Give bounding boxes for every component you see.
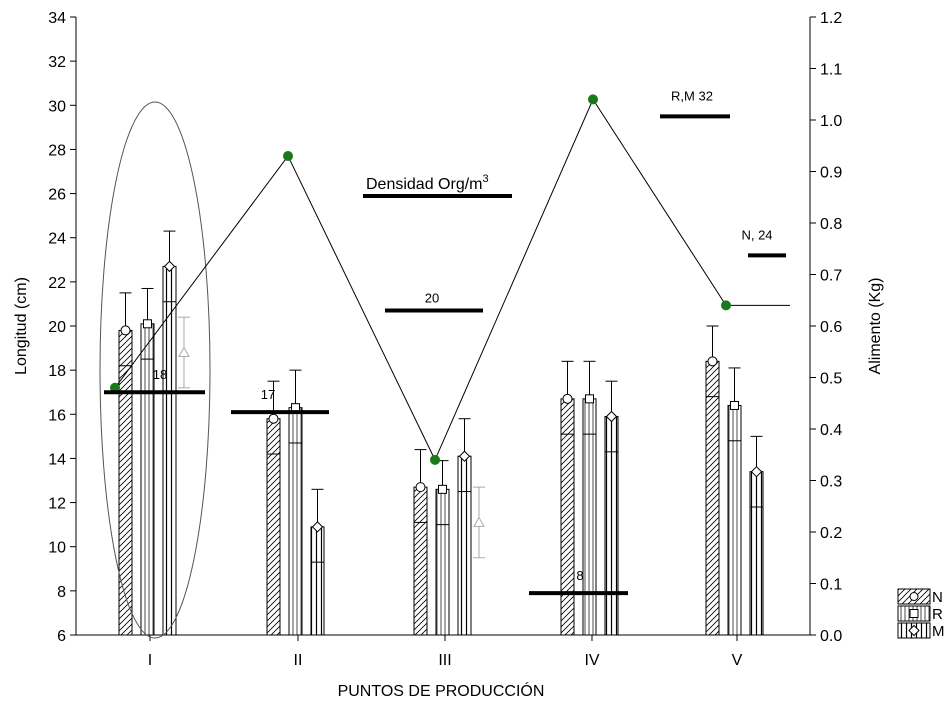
bar-N bbox=[118, 329, 133, 636]
y-tick-label: 32 bbox=[48, 54, 66, 71]
y-tick-label: 18 bbox=[48, 363, 66, 380]
bar-M bbox=[310, 526, 325, 636]
y2-tick-label: 1.1 bbox=[820, 62, 842, 79]
y-tick-label: 20 bbox=[48, 319, 66, 336]
bar-M bbox=[457, 455, 472, 636]
y-tick-label: 30 bbox=[48, 98, 66, 115]
gray-triangle-point bbox=[178, 346, 190, 357]
marker-circle bbox=[415, 482, 426, 493]
marker-circle bbox=[268, 413, 279, 424]
labels: 18 17 20 8 R,M 32 N, 24 Densidad Org/m3 bbox=[104, 88, 786, 596]
legend-label-M: M bbox=[932, 623, 945, 640]
y2-tick-label: 0.4 bbox=[820, 422, 842, 439]
y2-tick-label: 0.3 bbox=[820, 474, 842, 491]
y2-tick-label: 0.2 bbox=[820, 525, 842, 542]
bar-N bbox=[266, 418, 281, 636]
density-label: N, 24 bbox=[741, 227, 772, 242]
bars bbox=[118, 230, 764, 636]
bar-N bbox=[413, 486, 428, 636]
alimento-point bbox=[430, 454, 440, 465]
y2-tick-label: 1.2 bbox=[820, 10, 842, 27]
y-axis-title: Longitud (cm) bbox=[13, 277, 30, 375]
legend-marker-diamond bbox=[908, 624, 920, 637]
density-title: Densidad Org/m3 bbox=[366, 173, 489, 193]
alimento-point bbox=[283, 151, 293, 162]
bar-N bbox=[705, 360, 720, 636]
legend-marker-square bbox=[909, 609, 919, 618]
marker-diamond bbox=[163, 260, 176, 273]
x-tick-label: V bbox=[732, 652, 743, 669]
legend-marker-circle bbox=[909, 592, 919, 601]
marker-square bbox=[730, 400, 739, 410]
y2-tick-label: 0.7 bbox=[820, 268, 842, 285]
x-tick-label: I bbox=[148, 652, 152, 669]
marker-diamond bbox=[605, 410, 618, 423]
legend-label-R: R bbox=[932, 606, 943, 623]
axes: 6 8 10 12 14 16 18 20 22 24 26 28 30 32 34 0.0 0.1 0.2 0.3… bbox=[48, 10, 842, 669]
x-tick-label: III bbox=[438, 652, 451, 669]
alimento-point bbox=[588, 94, 598, 105]
marker-diamond bbox=[750, 465, 763, 478]
bar-M bbox=[749, 471, 764, 636]
alimento-line bbox=[114, 98, 790, 462]
marker-diamond bbox=[311, 521, 324, 533]
y-tick-label: 28 bbox=[48, 142, 66, 159]
y-tick-label: 34 bbox=[48, 10, 66, 27]
bar-R bbox=[435, 488, 450, 636]
x-axis-title: PUNTOS DE PRODUCCIÓN bbox=[338, 681, 545, 700]
y2-tick-label: 0.1 bbox=[820, 577, 842, 594]
marker-circle bbox=[120, 325, 131, 336]
overlay bbox=[99, 94, 790, 639]
y-tick-label: 6 bbox=[57, 628, 66, 645]
density-label: 17 bbox=[261, 387, 275, 402]
y-tick-label: 22 bbox=[48, 275, 66, 292]
x-tick-label: II bbox=[294, 652, 303, 669]
bar-R bbox=[727, 404, 742, 636]
y2-tick-label: 0.8 bbox=[820, 216, 842, 233]
legend-label-N: N bbox=[932, 589, 943, 606]
y2-tick-label: 0.9 bbox=[820, 165, 842, 182]
bar-M bbox=[604, 415, 619, 636]
legend: NRM bbox=[897, 588, 945, 640]
density-label: R,M 32 bbox=[671, 88, 713, 103]
marker-square bbox=[143, 319, 152, 329]
x-tick-label: IV bbox=[584, 652, 599, 669]
y2-tick-label: 0.0 bbox=[820, 628, 842, 645]
density-label: 8 bbox=[576, 568, 583, 583]
marker-circle bbox=[562, 393, 573, 404]
y-tick-label: 16 bbox=[48, 407, 66, 424]
y-tick-label: 10 bbox=[48, 540, 66, 557]
marker-circle bbox=[707, 356, 718, 367]
density-label: 18 bbox=[153, 367, 167, 382]
y2-tick-label: 1.0 bbox=[820, 113, 842, 130]
marker-diamond bbox=[458, 450, 471, 462]
y-tick-label: 24 bbox=[48, 231, 66, 248]
y2-axis-title: Alimento (Kg) bbox=[867, 278, 884, 375]
y2-tick-label: 0.6 bbox=[820, 319, 842, 336]
y-tick-label: 8 bbox=[57, 584, 66, 601]
y2-tick-label: 0.5 bbox=[820, 371, 842, 388]
y-tick-label: 26 bbox=[48, 187, 66, 204]
gray-triangle-point bbox=[473, 516, 485, 527]
alimento-point bbox=[721, 300, 731, 311]
bar-R bbox=[288, 407, 303, 636]
marker-square bbox=[438, 484, 447, 494]
marker-square bbox=[585, 394, 594, 404]
density-label: 20 bbox=[425, 291, 439, 306]
y-tick-label: 14 bbox=[48, 451, 66, 468]
y-tick-label: 12 bbox=[48, 496, 66, 513]
highlight-ellipse bbox=[99, 101, 211, 639]
